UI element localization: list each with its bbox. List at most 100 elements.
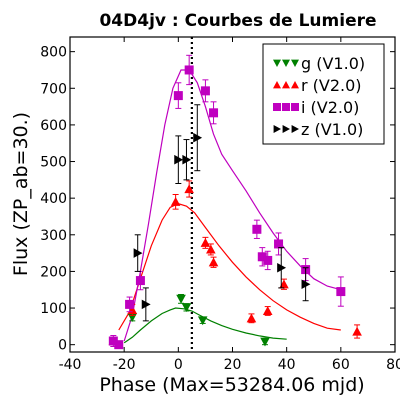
x-tick-label-4: 40: [278, 357, 296, 373]
data-point-2-5: [184, 54, 194, 86]
data-point-0-4: [260, 337, 270, 347]
legend-marker: [273, 125, 281, 133]
y-tick-label-5: 500: [40, 155, 67, 171]
y-tick-label-4: 400: [40, 191, 67, 207]
data-marker: [193, 132, 203, 143]
y-tick-label-6: 600: [40, 118, 67, 134]
model-curve-0: [123, 307, 287, 344]
plot-area: [108, 37, 362, 352]
x-tick-label-2: 0: [174, 357, 183, 373]
data-marker: [208, 257, 219, 267]
data-marker: [200, 238, 211, 247]
legend-entry-2: i (V2.0): [273, 98, 359, 117]
data-marker: [252, 224, 262, 234]
x-tick-label-1: -20: [113, 357, 136, 373]
legend-marker: [291, 125, 299, 133]
data-point-0-3: [197, 316, 208, 326]
data-marker: [209, 108, 219, 118]
data-marker: [114, 340, 124, 350]
data-point-1-10: [352, 324, 362, 339]
legend-marker: [282, 59, 290, 67]
data-marker: [277, 262, 287, 273]
data-point-2-2: [125, 296, 135, 313]
data-marker: [262, 306, 273, 316]
legend-label-2: i (V2.0): [301, 98, 359, 117]
data-marker: [336, 287, 346, 297]
data-point-1-2: [170, 194, 181, 210]
legend-marker: [291, 59, 299, 67]
legend-marker: [273, 103, 281, 111]
data-point-1-7: [246, 313, 257, 324]
data-point-3-1: [141, 287, 151, 322]
data-point-2-9: [257, 247, 267, 267]
data-marker: [206, 244, 216, 254]
legend-marker: [282, 125, 290, 133]
legend-label-0: g (V1.0): [301, 54, 365, 73]
data-point-3-4: [193, 104, 203, 172]
legend-marker: [273, 81, 281, 89]
data-marker: [174, 154, 184, 165]
data-point-1-3: [184, 180, 194, 198]
data-marker: [184, 184, 194, 194]
data-point-3-2: [174, 135, 184, 185]
legend-entry-0: g (V1.0): [273, 54, 365, 73]
data-marker: [135, 276, 145, 286]
y-tick-label-1: 100: [40, 301, 67, 317]
data-marker: [125, 299, 135, 309]
y-tick-label-8: 800: [40, 45, 67, 61]
data-point-3-3: [182, 139, 192, 181]
y-tick-label-3: 300: [40, 228, 67, 244]
data-marker: [352, 326, 362, 336]
data-point-2-8: [252, 219, 262, 239]
data-point-2-11: [274, 232, 284, 256]
data-marker: [141, 299, 151, 310]
data-marker: [274, 239, 284, 249]
y-tick-label-0: 0: [58, 338, 67, 354]
legend-marker: [291, 81, 299, 89]
x-tick-label-0: -40: [59, 357, 82, 373]
data-point-2-10: [263, 250, 273, 271]
data-marker: [279, 279, 289, 289]
data-marker: [170, 197, 181, 206]
data-marker: [108, 336, 118, 346]
x-tick-label-5: 60: [332, 357, 350, 373]
data-point-3-0: [133, 234, 143, 272]
legend-marker: [282, 81, 290, 89]
data-marker: [301, 279, 311, 290]
data-marker: [176, 294, 186, 304]
data-marker: [173, 91, 183, 101]
x-tick-label-3: 20: [224, 357, 242, 373]
data-marker: [182, 154, 192, 165]
model-curve-1: [118, 203, 341, 331]
data-point-2-13: [336, 276, 346, 307]
data-point-1-4: [200, 236, 211, 249]
data-marker: [181, 303, 192, 313]
data-point-2-4: [173, 82, 183, 109]
data-marker: [184, 65, 194, 75]
data-point-3-6: [301, 267, 311, 302]
data-point-1-5: [206, 243, 216, 256]
data-point-1-6: [208, 256, 219, 268]
x-tick-label-6: 80: [386, 357, 400, 373]
legend-entry-3: z (V1.0): [273, 120, 363, 139]
y-tick-label-7: 700: [40, 81, 67, 97]
legend-label-1: r (V2.0): [301, 76, 362, 95]
model-curve-2: [123, 69, 341, 342]
legend: g (V1.0) r (V2.0) i (V2.0) z (V1.0): [262, 43, 385, 145]
data-marker: [197, 316, 208, 326]
y-tick-label-2: 200: [40, 264, 67, 280]
data-marker: [263, 255, 273, 265]
legend-marker: [273, 59, 281, 67]
data-marker: [133, 248, 143, 258]
data-point-0-2: [181, 303, 192, 313]
legend-marker: [282, 103, 290, 111]
data-point-2-7: [209, 101, 219, 125]
data-point-1-8: [262, 306, 273, 316]
data-point-3-5: [277, 247, 287, 289]
data-marker: [260, 337, 270, 347]
legend-marker: [291, 103, 299, 111]
data-marker: [200, 86, 210, 96]
legend-label-3: z (V1.0): [301, 120, 363, 139]
